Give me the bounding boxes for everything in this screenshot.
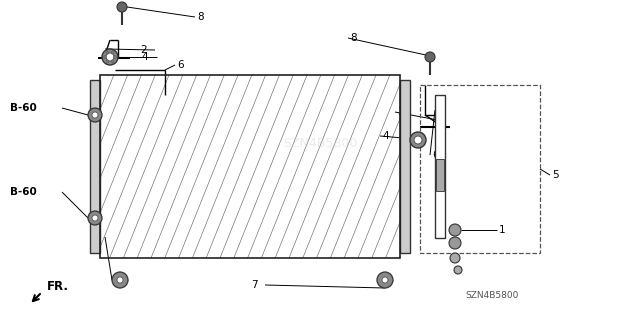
Circle shape bbox=[449, 224, 461, 236]
Text: FR.: FR. bbox=[47, 280, 69, 293]
Circle shape bbox=[111, 60, 114, 63]
Bar bbox=[420, 85, 540, 253]
Circle shape bbox=[454, 266, 462, 274]
Text: 5: 5 bbox=[552, 170, 559, 180]
Text: 7: 7 bbox=[92, 232, 98, 242]
Circle shape bbox=[113, 56, 116, 58]
Circle shape bbox=[112, 272, 128, 288]
Circle shape bbox=[106, 53, 114, 61]
Bar bbox=[436, 160, 444, 191]
Circle shape bbox=[117, 2, 127, 12]
Text: 6: 6 bbox=[432, 150, 438, 160]
Text: 4: 4 bbox=[382, 131, 388, 141]
Text: SZN4B5800: SZN4B5800 bbox=[283, 137, 357, 150]
Bar bbox=[100, 75, 400, 258]
Circle shape bbox=[117, 277, 123, 283]
Circle shape bbox=[102, 49, 118, 65]
Bar bbox=[435, 95, 445, 238]
Circle shape bbox=[410, 132, 426, 148]
Text: 8: 8 bbox=[197, 12, 204, 22]
Bar bbox=[400, 80, 410, 253]
Text: 1: 1 bbox=[499, 225, 506, 235]
Circle shape bbox=[106, 51, 109, 54]
Bar bbox=[90, 80, 100, 253]
Text: 7: 7 bbox=[252, 280, 258, 290]
Circle shape bbox=[382, 277, 388, 283]
Circle shape bbox=[88, 108, 102, 122]
Text: SZN4B5800: SZN4B5800 bbox=[465, 291, 518, 300]
Circle shape bbox=[92, 112, 98, 118]
Circle shape bbox=[450, 253, 460, 263]
Circle shape bbox=[449, 237, 461, 249]
Circle shape bbox=[425, 52, 435, 62]
Text: B-60: B-60 bbox=[10, 187, 36, 197]
Bar bbox=[100, 75, 400, 258]
Text: 6: 6 bbox=[177, 60, 184, 70]
Circle shape bbox=[414, 136, 422, 144]
Circle shape bbox=[104, 56, 106, 58]
Text: B-60: B-60 bbox=[10, 103, 36, 113]
Text: 4: 4 bbox=[141, 52, 148, 62]
Circle shape bbox=[111, 51, 114, 54]
Circle shape bbox=[92, 215, 98, 221]
Circle shape bbox=[377, 272, 393, 288]
Text: 2: 2 bbox=[140, 45, 147, 55]
Circle shape bbox=[88, 211, 102, 225]
Text: 8: 8 bbox=[350, 33, 356, 43]
Text: 3: 3 bbox=[397, 107, 404, 117]
Circle shape bbox=[106, 60, 109, 63]
